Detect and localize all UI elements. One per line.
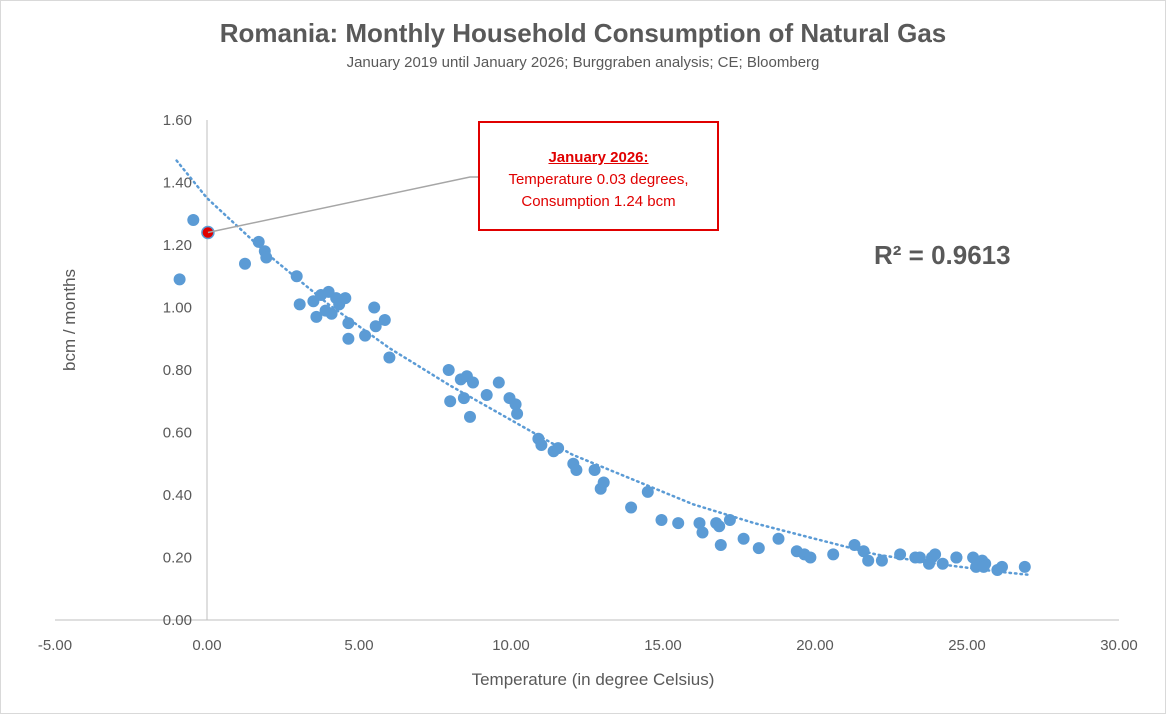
callout-leader	[207, 176, 478, 234]
data-point	[597, 476, 610, 489]
data-point	[655, 514, 668, 526]
data-point	[310, 310, 323, 323]
annotation-consumption: Consumption 1.24 bcm	[521, 193, 676, 210]
data-point	[290, 270, 303, 283]
data-point	[950, 551, 963, 564]
data-point	[827, 548, 840, 561]
annotation-box: January 2026: Temperature 0.03 degrees, …	[478, 121, 719, 231]
data-point	[977, 560, 990, 573]
data-point	[552, 442, 565, 455]
data-point	[672, 517, 685, 530]
data-point	[252, 235, 265, 248]
data-point	[936, 557, 949, 570]
x-tick-label: 30.00	[1100, 637, 1138, 654]
data-point	[752, 542, 765, 555]
data-point	[913, 551, 926, 564]
data-point	[173, 273, 186, 286]
y-tick-label: 0.00	[163, 612, 192, 629]
data-point	[696, 526, 709, 539]
data-point	[875, 554, 888, 567]
data-point	[442, 364, 455, 376]
x-axis-label: Temperature (in degree Celsius)	[472, 670, 715, 689]
data-point	[641, 485, 654, 498]
data-point	[535, 439, 548, 451]
data-point	[383, 351, 396, 364]
x-tick-label: 0.00	[192, 637, 221, 654]
data-point	[342, 317, 355, 330]
data-point	[339, 292, 352, 305]
data-point	[929, 548, 942, 561]
data-point	[325, 307, 338, 320]
data-point	[772, 532, 785, 545]
y-tick-label: 0.60	[163, 425, 192, 442]
chart-subtitle: January 2019 until January 2026; Burggra…	[346, 54, 820, 71]
data-point	[1018, 560, 1031, 573]
data-point	[464, 410, 476, 423]
y-tick-label: 1.00	[163, 300, 192, 317]
data-point	[737, 532, 750, 545]
data-point	[444, 395, 457, 408]
data-point	[378, 314, 391, 326]
data-point	[625, 501, 638, 514]
chart-title: Romania: Monthly Household Consumption o…	[219, 18, 947, 48]
data-point	[848, 539, 861, 551]
x-tick-label: 25.00	[948, 637, 986, 654]
x-tick-label: 10.00	[492, 637, 530, 654]
data-point	[492, 376, 505, 389]
data-point	[714, 539, 727, 551]
data-point	[293, 298, 306, 311]
y-tick-label: 0.20	[163, 550, 192, 567]
data-point	[480, 389, 493, 401]
data-point	[857, 545, 870, 558]
leader-line	[207, 176, 478, 234]
data-point	[570, 464, 583, 476]
data-point	[804, 551, 817, 564]
data-point	[693, 517, 706, 530]
data-point	[588, 464, 601, 476]
data-point	[509, 398, 522, 411]
data-point	[369, 320, 382, 333]
data-point	[511, 407, 524, 420]
x-tick-label: -5.00	[38, 637, 72, 654]
data-point	[260, 251, 273, 264]
data-point	[239, 257, 251, 270]
y-axis-label: bcm / months	[60, 269, 79, 371]
data-point	[457, 392, 470, 405]
x-tick-label: 5.00	[344, 637, 373, 654]
data-point	[967, 551, 980, 564]
r-squared-label: R² = 0.9613	[874, 240, 1011, 270]
x-tick-label: 15.00	[644, 637, 682, 654]
y-tick-label: 1.40	[163, 175, 192, 192]
data-point	[996, 560, 1008, 573]
data-point	[467, 376, 479, 389]
data-point	[894, 548, 907, 561]
data-point	[368, 301, 381, 314]
y-tick-label: 0.80	[163, 362, 192, 379]
y-tick-label: 1.60	[163, 112, 192, 129]
data-point	[187, 214, 200, 226]
annotation-heading: January 2026:	[548, 149, 649, 166]
annotation-temperature: Temperature 0.03 degrees,	[508, 171, 689, 188]
y-tick-label: 1.20	[163, 237, 192, 254]
data-point	[342, 332, 355, 345]
data-point	[862, 554, 875, 567]
data-point	[723, 514, 736, 526]
axes: -5.00 0.00 5.00 10.00 15.00 20.00 25.00 30.00 0.…	[38, 112, 1138, 654]
data-point	[713, 520, 726, 533]
data-point	[359, 329, 372, 342]
x-tick-label: 20.00	[796, 637, 834, 654]
y-tick-label: 0.40	[163, 487, 192, 504]
